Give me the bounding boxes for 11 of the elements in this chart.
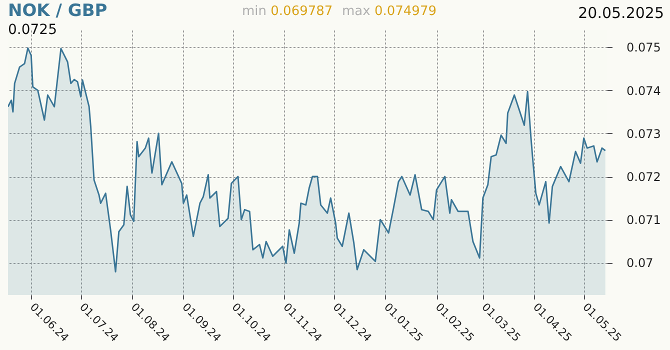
text: min 0.069787 bbox=[242, 4, 333, 19]
y-tick-label: 0.074 bbox=[626, 84, 661, 98]
text: 20.05.2025 bbox=[578, 4, 664, 22]
y-tick-label: 0.075 bbox=[626, 40, 661, 55]
y-tick-label: 0.071 bbox=[626, 213, 661, 228]
y-tick-label: 0.07 bbox=[626, 256, 654, 270]
chart-title: NOK / GBP bbox=[8, 1, 108, 21]
annotation: 0.0725 bbox=[8, 22, 57, 38]
y-tick-label: 0.072 bbox=[626, 170, 661, 184]
text: max 0.074979 bbox=[342, 4, 436, 19]
y-tick-label: 0.073 bbox=[626, 126, 661, 141]
